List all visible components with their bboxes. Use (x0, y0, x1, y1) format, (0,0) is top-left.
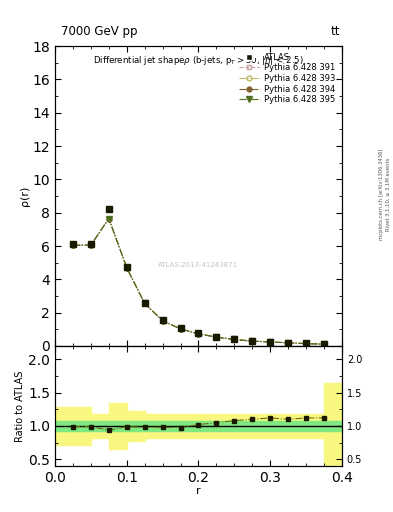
Pythia 6.428 394 (250, 338, 255, 344)
Text: Differential jet shape$\rho$ (b-jets, p$_{\rm T}$$>$50, $|\eta|$ < 2.5): Differential jet shape$\rho$ (b-jets, p$… (93, 54, 304, 67)
Text: tt: tt (331, 26, 340, 38)
Pythia 6.428 394 (304, 340, 309, 347)
Pythia 6.428 394 (178, 326, 183, 332)
Pythia 6.428 395 (107, 216, 111, 222)
Y-axis label: Ratio to ATLAS: Ratio to ATLAS (15, 370, 26, 442)
Line: Pythia 6.428 393: Pythia 6.428 393 (70, 216, 327, 347)
Pythia 6.428 391 (214, 334, 219, 340)
Pythia 6.428 395 (250, 338, 255, 344)
Pythia 6.428 395 (88, 242, 93, 248)
Pythia 6.428 391 (268, 339, 273, 345)
ATLAS (214, 334, 219, 340)
Pythia 6.428 391 (232, 336, 237, 343)
ATLAS (304, 340, 309, 347)
Pythia 6.428 391 (88, 242, 93, 248)
Pythia 6.428 395 (142, 301, 147, 307)
ATLAS (142, 300, 147, 306)
Pythia 6.428 391 (304, 340, 309, 347)
Pythia 6.428 391 (196, 331, 201, 337)
Pythia 6.428 393 (196, 331, 201, 337)
Pythia 6.428 395 (160, 317, 165, 324)
Pythia 6.428 394 (286, 340, 290, 346)
Pythia 6.428 395 (71, 242, 75, 248)
Pythia 6.428 394 (125, 265, 129, 271)
Pythia 6.428 391 (178, 326, 183, 332)
Line: Pythia 6.428 395: Pythia 6.428 395 (70, 216, 327, 347)
Pythia 6.428 393 (142, 301, 147, 307)
Pythia 6.428 395 (178, 326, 183, 332)
Y-axis label: ρ(r): ρ(r) (20, 186, 29, 206)
Pythia 6.428 391 (125, 265, 129, 271)
Pythia 6.428 391 (71, 242, 75, 248)
Pythia 6.428 393 (232, 336, 237, 343)
Pythia 6.428 393 (178, 326, 183, 332)
ATLAS (232, 336, 237, 343)
Text: Rivet 3.1.10, ≥ 3.1M events: Rivet 3.1.10, ≥ 3.1M events (386, 158, 391, 231)
Pythia 6.428 394 (71, 242, 75, 248)
Pythia 6.428 394 (107, 216, 111, 222)
Pythia 6.428 394 (214, 334, 219, 340)
Pythia 6.428 393 (125, 265, 129, 271)
Text: mcplots.cern.ch [arXiv:1306.3436]: mcplots.cern.ch [arXiv:1306.3436] (379, 149, 384, 240)
ATLAS (125, 264, 129, 270)
Line: Pythia 6.428 394: Pythia 6.428 394 (70, 216, 327, 347)
Pythia 6.428 395 (268, 339, 273, 345)
Text: ATLAS-2013-41243871: ATLAS-2013-41243871 (158, 262, 239, 268)
ATLAS (196, 330, 201, 336)
Line: Pythia 6.428 391: Pythia 6.428 391 (70, 216, 327, 347)
Pythia 6.428 393 (71, 242, 75, 248)
Pythia 6.428 393 (250, 338, 255, 344)
Pythia 6.428 391 (142, 301, 147, 307)
Pythia 6.428 394 (196, 331, 201, 337)
ATLAS (178, 326, 183, 332)
Pythia 6.428 394 (142, 301, 147, 307)
Pythia 6.428 394 (268, 339, 273, 345)
Text: 7000 GeV pp: 7000 GeV pp (61, 26, 138, 38)
Pythia 6.428 393 (304, 340, 309, 347)
Pythia 6.428 393 (107, 216, 111, 222)
Pythia 6.428 393 (321, 341, 326, 347)
ATLAS (107, 206, 111, 212)
ATLAS (160, 317, 165, 323)
Pythia 6.428 395 (125, 265, 129, 271)
ATLAS (286, 339, 290, 346)
Pythia 6.428 391 (250, 338, 255, 344)
X-axis label: r: r (196, 486, 201, 496)
Pythia 6.428 394 (321, 341, 326, 347)
Pythia 6.428 395 (214, 334, 219, 340)
ATLAS (268, 339, 273, 345)
Line: ATLAS: ATLAS (70, 206, 327, 348)
ATLAS (250, 338, 255, 344)
Pythia 6.428 395 (196, 331, 201, 337)
Pythia 6.428 394 (160, 317, 165, 324)
Pythia 6.428 393 (160, 317, 165, 324)
Pythia 6.428 395 (321, 341, 326, 347)
ATLAS (71, 241, 75, 247)
Legend: ATLAS, Pythia 6.428 391, Pythia 6.428 393, Pythia 6.428 394, Pythia 6.428 395: ATLAS, Pythia 6.428 391, Pythia 6.428 39… (236, 50, 338, 107)
Pythia 6.428 391 (286, 340, 290, 346)
Pythia 6.428 393 (286, 340, 290, 346)
Pythia 6.428 395 (232, 336, 237, 343)
Pythia 6.428 395 (304, 340, 309, 347)
Pythia 6.428 394 (88, 242, 93, 248)
Pythia 6.428 391 (107, 216, 111, 222)
Pythia 6.428 393 (214, 334, 219, 340)
Pythia 6.428 391 (321, 341, 326, 347)
ATLAS (88, 241, 93, 247)
Pythia 6.428 393 (88, 242, 93, 248)
Pythia 6.428 393 (268, 339, 273, 345)
Pythia 6.428 394 (232, 336, 237, 343)
Pythia 6.428 391 (160, 317, 165, 324)
Pythia 6.428 395 (286, 340, 290, 346)
ATLAS (321, 341, 326, 347)
